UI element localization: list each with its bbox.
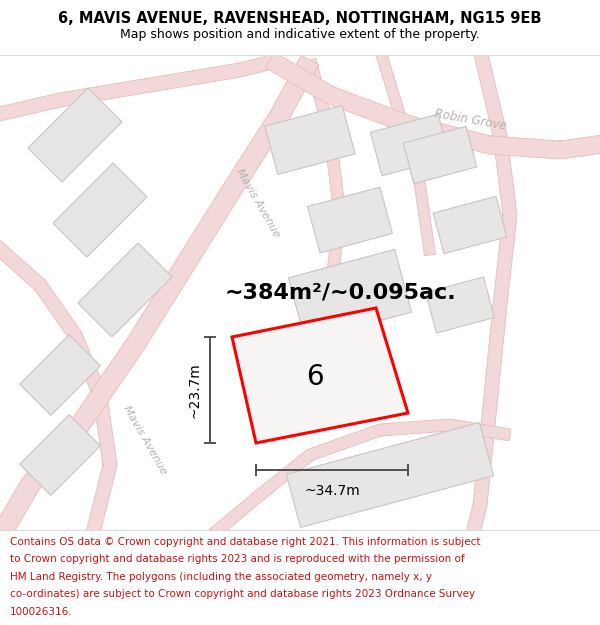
Text: Map shows position and indicative extent of the property.: Map shows position and indicative extent… (120, 28, 480, 41)
Polygon shape (463, 48, 517, 547)
Text: Contains OS data © Crown copyright and database right 2021. This information is : Contains OS data © Crown copyright and d… (10, 537, 480, 547)
Polygon shape (0, 55, 319, 550)
Polygon shape (232, 308, 408, 443)
Text: Mavis Avenue: Mavis Avenue (121, 404, 169, 476)
Polygon shape (308, 187, 392, 253)
Polygon shape (265, 106, 355, 174)
Text: 6: 6 (306, 363, 324, 391)
Text: HM Land Registry. The polygons (including the associated geometry, namely x, y: HM Land Registry. The polygons (includin… (10, 572, 431, 582)
Polygon shape (425, 277, 494, 333)
Polygon shape (28, 88, 122, 182)
Text: Mavis Avenue: Mavis Avenue (234, 167, 282, 239)
Text: ~23.7m: ~23.7m (187, 362, 201, 418)
Polygon shape (53, 163, 147, 257)
Polygon shape (370, 114, 449, 176)
Text: Robin Grove: Robin Grove (433, 107, 507, 132)
Polygon shape (0, 53, 281, 122)
Polygon shape (78, 243, 172, 337)
Polygon shape (304, 59, 346, 376)
Text: 100026316.: 100026316. (10, 607, 72, 617)
Polygon shape (375, 48, 436, 256)
Polygon shape (20, 335, 100, 415)
Text: co-ordinates) are subject to Crown copyright and database rights 2023 Ordnance S: co-ordinates) are subject to Crown copyr… (10, 589, 475, 599)
Text: 6, MAVIS AVENUE, RAVENSHEAD, NOTTINGHAM, NG15 9EB: 6, MAVIS AVENUE, RAVENSHEAD, NOTTINGHAM,… (58, 11, 542, 26)
Polygon shape (20, 415, 100, 495)
Text: to Crown copyright and database rights 2023 and is reproduced with the permissio: to Crown copyright and database rights 2… (10, 554, 464, 564)
Text: ~34.7m: ~34.7m (304, 484, 360, 498)
Polygon shape (0, 240, 117, 547)
Polygon shape (286, 422, 494, 528)
Text: ~384m²/~0.095ac.: ~384m²/~0.095ac. (224, 283, 456, 303)
Polygon shape (196, 419, 511, 549)
Polygon shape (433, 196, 507, 254)
Polygon shape (403, 126, 477, 184)
Polygon shape (289, 249, 412, 341)
Polygon shape (265, 52, 600, 159)
